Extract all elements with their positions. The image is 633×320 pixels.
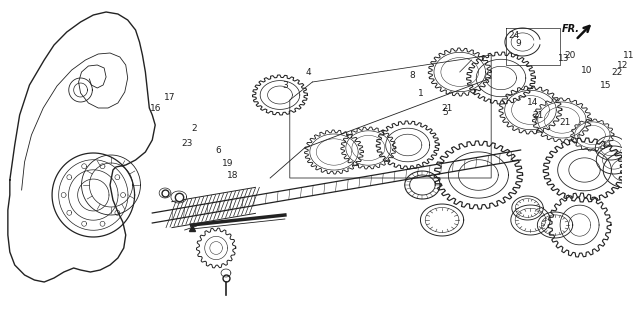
Text: 5: 5	[442, 108, 448, 116]
Text: 10: 10	[580, 66, 592, 75]
Text: 24: 24	[508, 30, 520, 39]
Text: 18: 18	[227, 171, 239, 180]
Text: 15: 15	[600, 81, 612, 90]
Text: 9: 9	[516, 38, 522, 47]
Text: 19: 19	[222, 158, 234, 167]
Text: 21: 21	[532, 110, 544, 119]
Text: 22: 22	[611, 68, 622, 76]
Text: 12: 12	[617, 60, 629, 69]
Text: 20: 20	[564, 51, 575, 60]
Text: 7: 7	[532, 116, 538, 124]
Text: 14: 14	[527, 98, 538, 107]
Text: 21: 21	[559, 117, 570, 126]
Text: 11: 11	[623, 51, 633, 60]
Text: 17: 17	[164, 92, 176, 101]
Text: 4: 4	[306, 68, 311, 76]
Text: 23: 23	[181, 139, 192, 148]
Text: 2: 2	[192, 124, 197, 132]
Text: 13: 13	[558, 53, 570, 62]
Text: 16: 16	[149, 103, 161, 113]
Text: 21: 21	[441, 103, 453, 113]
Text: 1: 1	[418, 89, 423, 98]
Text: FR.: FR.	[562, 24, 580, 34]
Text: 3: 3	[282, 81, 288, 90]
Text: 8: 8	[410, 70, 415, 79]
Text: 6: 6	[215, 146, 221, 155]
